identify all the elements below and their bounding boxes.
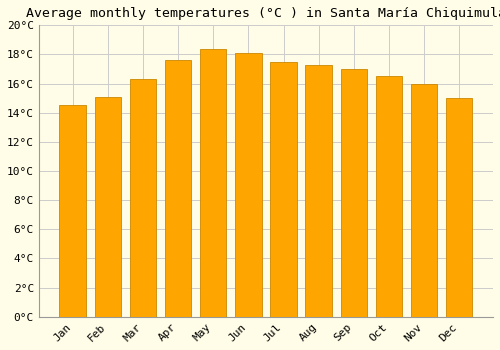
Bar xyxy=(165,60,191,317)
Title: Average monthly temperatures (°C ) in Santa María Chiquimula: Average monthly temperatures (°C ) in Sa… xyxy=(26,7,500,20)
Bar xyxy=(340,69,367,317)
Bar xyxy=(94,97,121,317)
Bar xyxy=(130,79,156,317)
Bar xyxy=(60,105,86,317)
Bar xyxy=(270,62,296,317)
Bar xyxy=(200,49,226,317)
Bar xyxy=(306,65,332,317)
Bar xyxy=(235,53,262,317)
Bar xyxy=(411,84,438,317)
Bar xyxy=(446,98,472,317)
Bar xyxy=(376,76,402,317)
